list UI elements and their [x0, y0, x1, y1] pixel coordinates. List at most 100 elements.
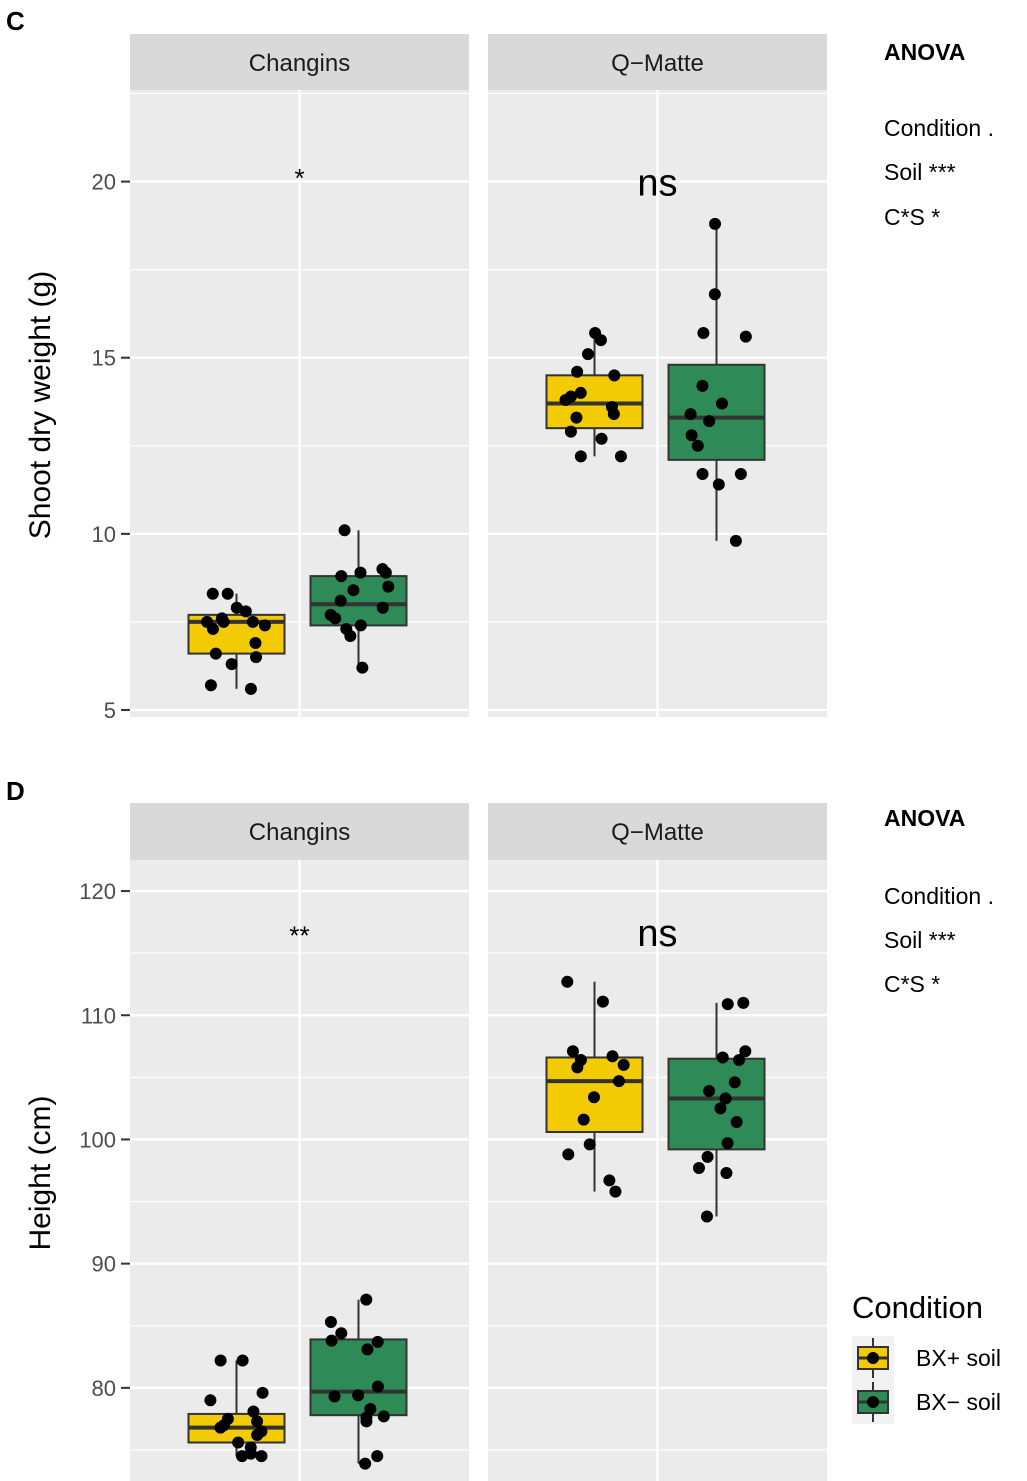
- data-point: [356, 661, 369, 674]
- y-axis-title: Height (cm): [24, 1095, 57, 1250]
- data-point: [574, 1053, 587, 1066]
- data-point: [335, 1327, 348, 1340]
- data-point: [703, 415, 716, 428]
- data-point: [200, 615, 213, 628]
- legend-label: BX− soil: [916, 1389, 1001, 1415]
- data-point: [612, 1075, 625, 1088]
- data-point: [371, 1380, 384, 1393]
- panel-c: C Changins Q−Matte 5 10 15 20 * ns Shoot dr…: [6, 6, 994, 723]
- panel-tag: D: [6, 776, 25, 806]
- data-point: [359, 1457, 372, 1470]
- data-point: [595, 432, 608, 445]
- facet-strip: [130, 803, 469, 860]
- data-point: [371, 1450, 384, 1463]
- data-point: [617, 1058, 630, 1071]
- facet-strip: [488, 803, 827, 860]
- anova-line: Condition .: [884, 115, 994, 141]
- data-point: [338, 524, 351, 537]
- legend-point: [867, 1352, 879, 1364]
- facet-strip: [130, 34, 469, 90]
- strip-label: Q−Matte: [611, 819, 704, 846]
- data-point: [340, 622, 353, 635]
- legend-title: Condition: [852, 1290, 983, 1325]
- data-point: [258, 619, 271, 632]
- legend: Condition BX+ soil BX− soil: [852, 1290, 1001, 1424]
- data-point: [739, 330, 752, 343]
- data-point: [739, 1045, 752, 1058]
- data-point: [221, 1412, 234, 1425]
- data-point: [720, 1166, 733, 1179]
- facet-strip: [488, 34, 827, 90]
- data-point: [574, 386, 587, 399]
- data-point: [697, 327, 710, 340]
- data-point: [215, 612, 228, 625]
- data-point: [239, 605, 252, 618]
- boxes: [187, 975, 766, 1470]
- y-tick-label: 10: [92, 522, 116, 547]
- data-point: [708, 288, 721, 301]
- y-tick-label: 5: [104, 698, 116, 723]
- data-point: [247, 1405, 260, 1418]
- data-point: [733, 1053, 746, 1066]
- data-point: [692, 1162, 705, 1175]
- data-point: [376, 601, 389, 614]
- y-axis-title: Shoot dry weight (g): [24, 271, 57, 539]
- data-point: [696, 467, 709, 480]
- data-point: [352, 1389, 365, 1402]
- data-point: [221, 587, 234, 600]
- data-point: [696, 379, 709, 392]
- data-point: [730, 1116, 743, 1129]
- data-point: [701, 1150, 714, 1163]
- data-point: [728, 1076, 741, 1089]
- data-point: [244, 682, 257, 695]
- data-point: [364, 1402, 377, 1415]
- data-point: [564, 425, 577, 438]
- y-tick-label: 90: [92, 1252, 116, 1277]
- data-point: [354, 619, 367, 632]
- data-point: [574, 450, 587, 463]
- data-point: [716, 1051, 729, 1064]
- strip-label: Q−Matte: [611, 50, 704, 77]
- significance-label: ns: [637, 913, 677, 955]
- data-point: [684, 408, 697, 421]
- data-point: [324, 608, 337, 621]
- strip-label: Changins: [249, 819, 350, 846]
- data-point: [360, 1293, 373, 1306]
- data-point: [371, 1335, 384, 1348]
- data-point: [606, 1050, 619, 1063]
- data-point: [609, 1185, 622, 1198]
- data-point: [721, 1137, 734, 1150]
- data-point: [719, 1092, 732, 1105]
- data-point: [685, 429, 698, 442]
- data-point: [255, 1425, 268, 1438]
- data-point: [347, 584, 360, 597]
- data-point: [376, 563, 389, 576]
- anova-line: Condition .: [884, 883, 994, 909]
- data-point: [236, 1354, 249, 1367]
- data-point: [255, 1450, 268, 1463]
- data-point: [691, 439, 704, 452]
- data-point: [587, 1091, 600, 1104]
- data-point: [709, 217, 722, 230]
- data-point: [700, 1210, 713, 1223]
- panel-d: D Changins Q−Matte 80 90 100 110 120 ** ns H…: [6, 776, 994, 1481]
- box: [667, 1057, 766, 1151]
- data-point: [566, 1045, 579, 1058]
- data-point: [256, 1386, 269, 1399]
- gridlines: [130, 90, 827, 717]
- data-point: [729, 534, 742, 547]
- data-point: [605, 401, 618, 414]
- data-point: [721, 998, 734, 1011]
- data-point: [737, 996, 750, 1009]
- data-point: [204, 679, 217, 692]
- data-point: [603, 1174, 616, 1187]
- data-point: [703, 1085, 716, 1098]
- data-point: [562, 1148, 575, 1161]
- data-point: [715, 397, 728, 410]
- significance-label: **: [289, 920, 309, 950]
- anova-line: Soil ***: [884, 927, 956, 953]
- data-point: [589, 327, 602, 340]
- anova-line: C*S *: [884, 971, 940, 997]
- data-point: [214, 1354, 227, 1367]
- boxes: [187, 217, 766, 695]
